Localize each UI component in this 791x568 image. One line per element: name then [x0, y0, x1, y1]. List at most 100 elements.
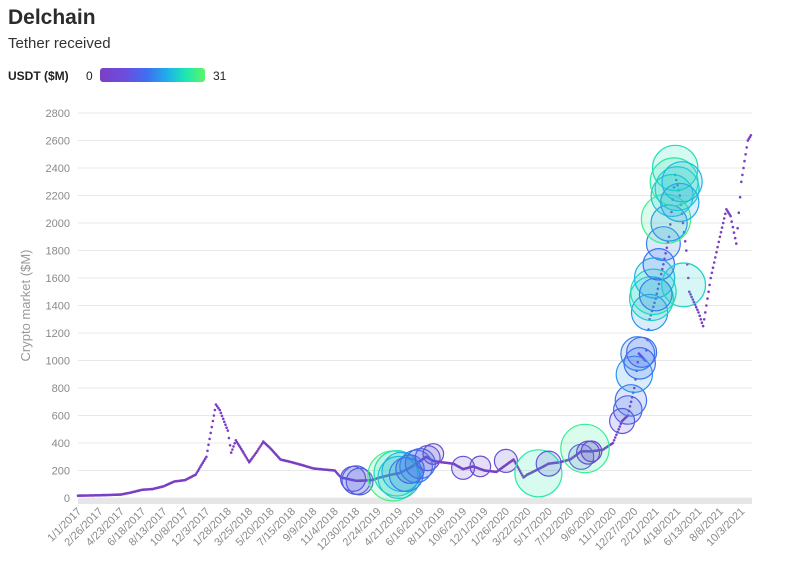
usdt-bubble — [661, 262, 707, 308]
market-dot — [702, 318, 706, 321]
market-dot — [720, 226, 724, 229]
market-dot — [215, 405, 219, 408]
usdt-bubble — [493, 448, 518, 473]
market-dot — [709, 276, 712, 280]
market-dot — [613, 436, 617, 439]
market-dot — [662, 263, 665, 266]
usdt-bubble — [469, 455, 492, 478]
market-dot — [197, 467, 201, 471]
market-dot — [255, 450, 259, 453]
market-dot — [691, 298, 695, 301]
y-tick-label: 800 — [52, 383, 70, 395]
market-dot — [615, 433, 618, 437]
market-dot — [697, 311, 700, 314]
market-dot — [712, 261, 716, 264]
legend-label: USDT ($M) — [8, 69, 69, 83]
market-dot — [199, 465, 202, 469]
market-dot — [664, 252, 667, 255]
usdt-bubble — [608, 407, 636, 435]
market-dot — [685, 249, 688, 252]
usdt-bubble — [535, 450, 562, 477]
chart-subtitle: Tether received — [8, 35, 111, 52]
market-dot — [717, 240, 721, 244]
usdt-bubble — [638, 277, 673, 312]
market-dot — [217, 406, 220, 410]
market-dot — [516, 466, 520, 469]
y-tick-label: 400 — [52, 438, 70, 450]
market-dot — [636, 360, 640, 364]
y-tick-label: 1000 — [46, 356, 70, 368]
market-dot — [749, 134, 753, 137]
market-dot — [517, 468, 521, 471]
usdt-bubble — [340, 465, 367, 492]
market-dot — [738, 195, 742, 199]
usdt-bubble — [651, 144, 699, 192]
legend-min-value: 0 — [86, 69, 93, 83]
market-dot — [633, 386, 636, 390]
market-dot — [741, 173, 744, 177]
chart-title: Delchain — [8, 6, 96, 29]
market-dot — [740, 180, 743, 184]
market-dot — [228, 444, 232, 447]
usdt-bubble — [580, 440, 603, 463]
market-dot — [656, 287, 660, 291]
market-dot — [612, 439, 616, 442]
market-dot — [232, 445, 235, 448]
market-dot — [721, 221, 725, 225]
market-dot — [218, 408, 222, 412]
market-dot — [655, 292, 659, 296]
market-dot — [208, 437, 211, 441]
usdt-bubble — [514, 449, 563, 498]
usdt-bubble — [630, 293, 669, 332]
market-dot — [213, 408, 217, 412]
market-dot — [194, 473, 197, 476]
market-dot — [735, 242, 738, 245]
market-dot — [214, 403, 218, 406]
market-dot — [705, 304, 708, 307]
market-dot — [200, 463, 203, 467]
market-dot — [257, 448, 260, 451]
market-dot — [231, 448, 234, 451]
market-dot — [518, 470, 522, 473]
market-dot — [224, 423, 227, 427]
usdt-bubble — [654, 166, 700, 212]
legend-max-value: 31 — [213, 69, 227, 83]
market-dot — [212, 414, 216, 417]
market-dot — [223, 420, 226, 424]
market-dot — [665, 246, 669, 250]
market-dot — [718, 235, 722, 239]
market-dot — [687, 276, 690, 280]
market-dot — [745, 146, 748, 149]
y-tick-label: 1800 — [46, 246, 70, 258]
market-dot — [696, 308, 699, 312]
usdt-bubble — [451, 455, 476, 480]
usdt-bubble — [625, 336, 658, 368]
market-dot — [690, 295, 693, 299]
market-dot — [220, 414, 224, 418]
y-tick-label: 200 — [52, 466, 70, 478]
usdt-bubble — [568, 443, 595, 470]
market-dot — [672, 186, 676, 189]
usdt-bubble — [661, 161, 703, 203]
market-dot — [715, 250, 718, 254]
market-dot — [675, 178, 678, 182]
usdt-bubble — [614, 384, 648, 417]
market-dot — [209, 431, 212, 435]
market-dot — [611, 441, 615, 445]
market-dot — [667, 235, 671, 239]
market-dot — [513, 460, 516, 463]
market-dot — [670, 210, 673, 214]
y-tick-label: 2800 — [46, 108, 70, 120]
market-dot — [221, 417, 225, 421]
usdt-bubble — [642, 247, 676, 281]
market-dot — [733, 236, 737, 240]
market-dot — [512, 458, 515, 461]
market-dot — [699, 318, 703, 321]
market-dot — [722, 217, 726, 220]
market-dot — [692, 300, 696, 304]
market-dot — [678, 194, 682, 197]
market-dot — [700, 321, 704, 325]
usdt-bubble — [660, 182, 700, 223]
market-dot — [698, 314, 701, 318]
y-tick-label: 2600 — [46, 136, 70, 148]
